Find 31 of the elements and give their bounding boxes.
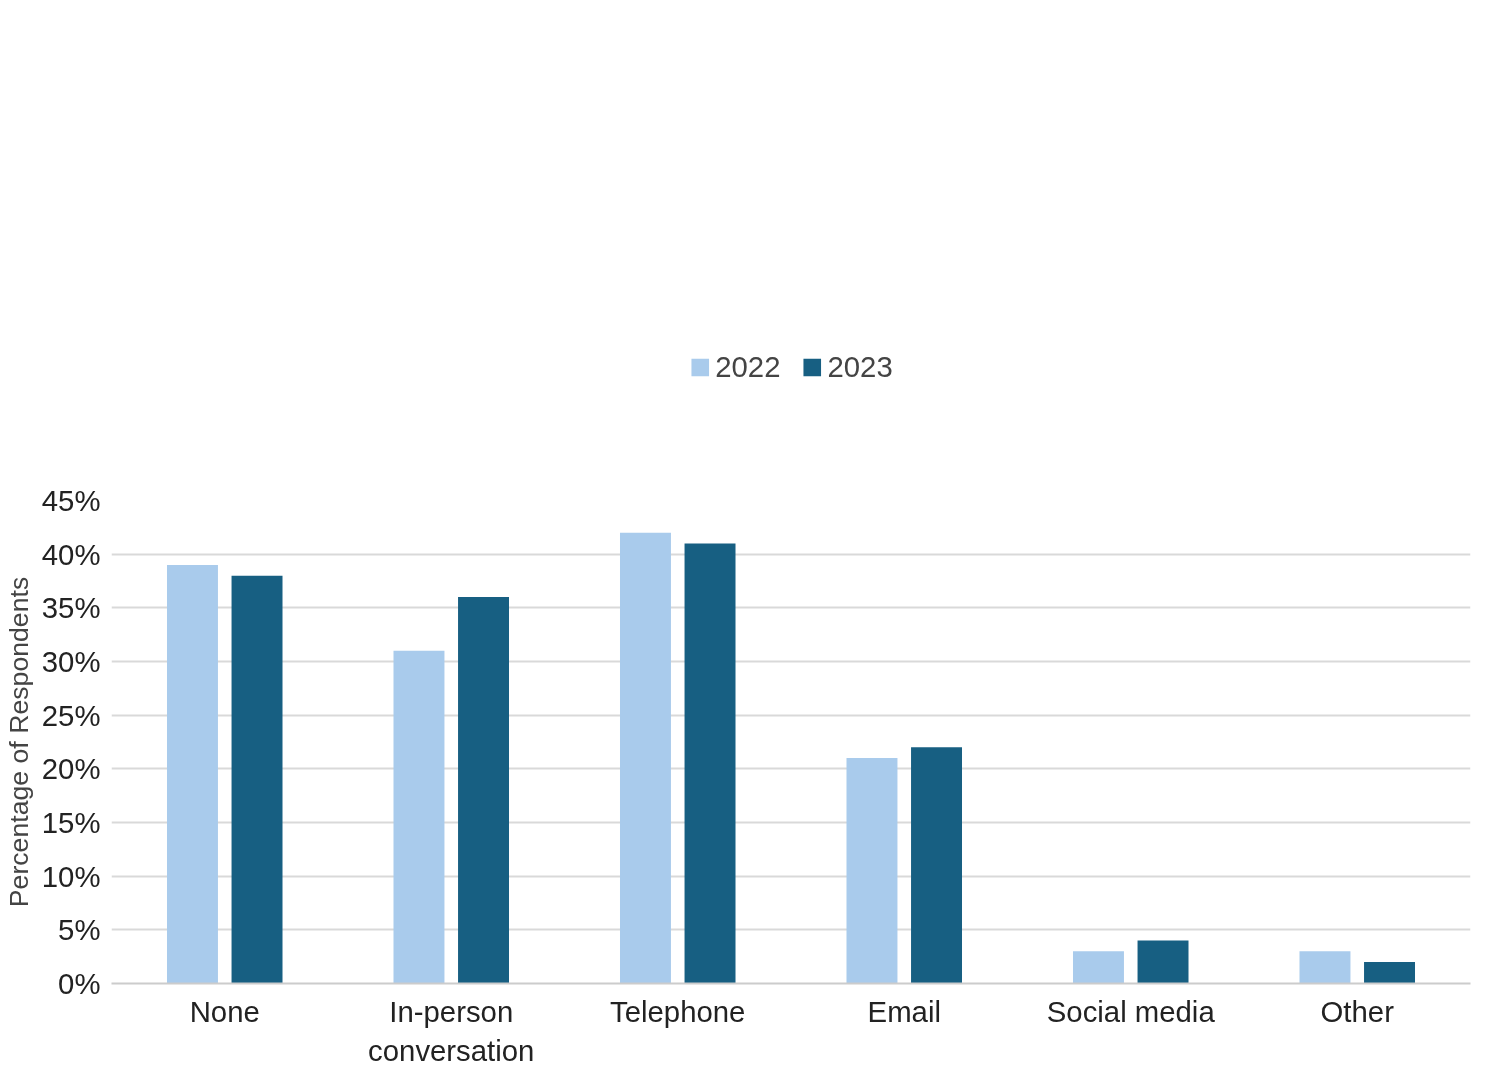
y-tick-label: 0% — [58, 967, 101, 1000]
bar — [1137, 940, 1189, 984]
x-tick-label: Telephone — [610, 994, 746, 1028]
y-tick-label: 10% — [41, 859, 101, 893]
y-tick-label: 25% — [41, 698, 101, 732]
x-tick-label: Other — [1320, 994, 1395, 1028]
bar — [1072, 951, 1124, 984]
x-tick-label: None — [189, 994, 260, 1028]
y-tick-label: 5% — [58, 913, 101, 947]
bar — [393, 650, 445, 984]
legend-label: 2023 — [827, 349, 893, 384]
legend-label: 2022 — [715, 349, 781, 384]
y-tick-label: 45% — [41, 484, 101, 517]
bar — [684, 543, 736, 984]
bar — [458, 597, 510, 984]
bar — [619, 532, 671, 984]
y-tick-label: 20% — [41, 752, 101, 786]
y-tick-label: 40% — [41, 537, 101, 571]
bar — [1299, 951, 1351, 984]
bar — [846, 758, 898, 984]
y-tick-label: 30% — [41, 645, 101, 678]
x-tick-label: Social media — [1046, 994, 1216, 1028]
bar — [231, 575, 283, 984]
bar — [166, 564, 218, 984]
y-tick-label: 35% — [41, 591, 101, 625]
bar — [1364, 962, 1416, 984]
x-tick-label: In-person conversation — [368, 994, 535, 1068]
x-tick-label: Email — [867, 994, 941, 1028]
bar — [911, 747, 963, 984]
y-tick-label: 15% — [41, 806, 101, 839]
y-axis-title: Percentage of Respondents — [3, 576, 34, 908]
